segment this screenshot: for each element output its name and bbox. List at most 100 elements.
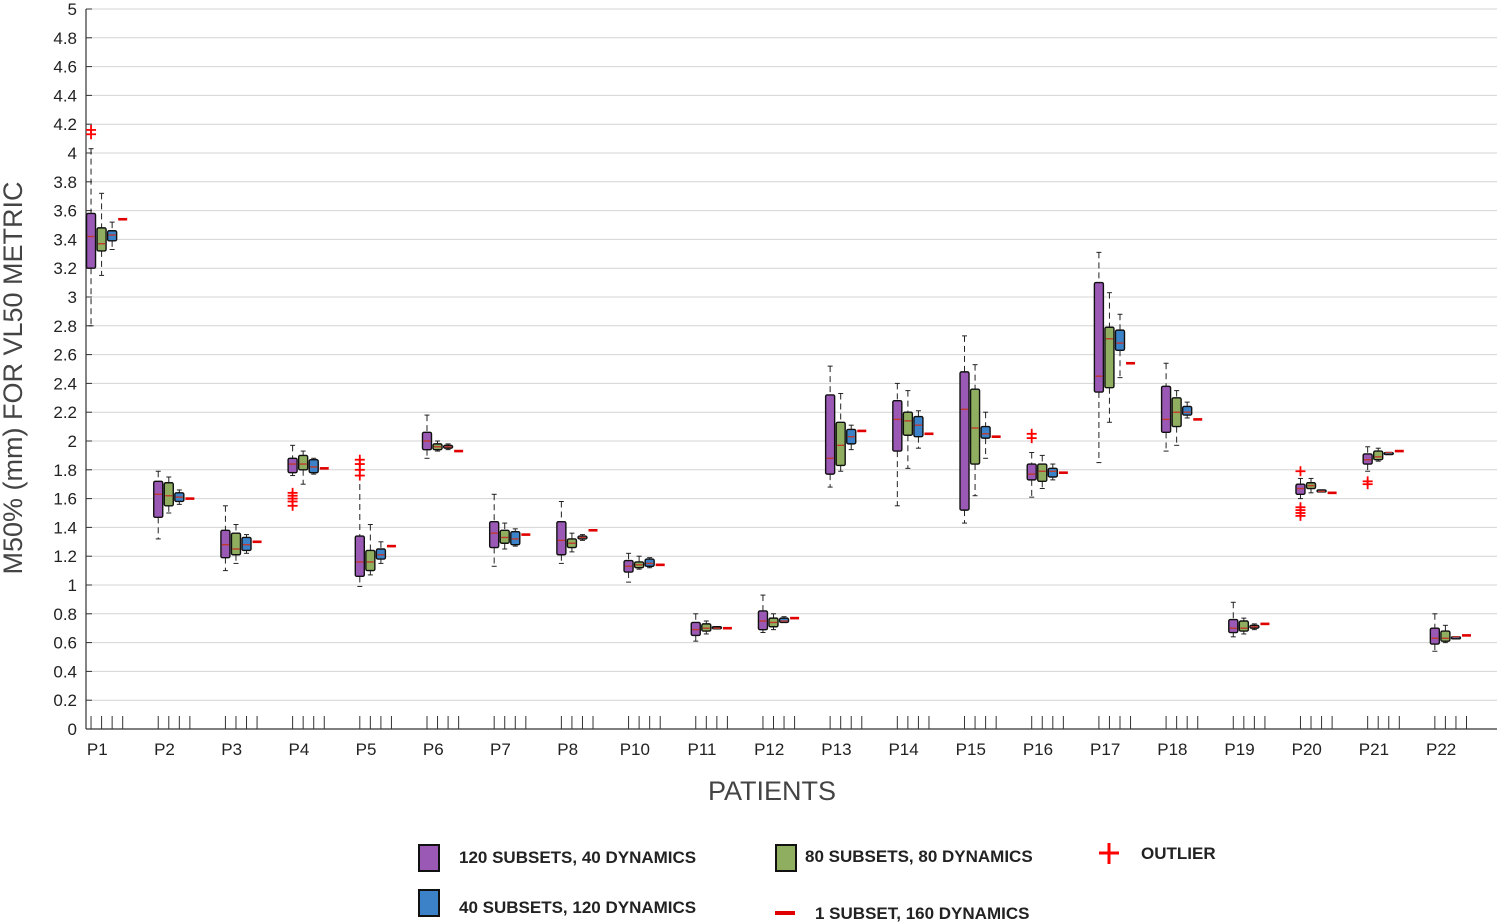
x-tick-label: P5 (356, 740, 377, 759)
box-s120-P17 (1093, 251, 1105, 464)
box-body (1114, 329, 1126, 351)
box-s40-P13 (846, 424, 857, 451)
x-tick-label: P3 (221, 740, 242, 759)
box-body (365, 549, 376, 572)
box-s80-P21 (1373, 447, 1384, 462)
y-tick-label: 0.8 (53, 605, 77, 624)
box-s120-P10 (623, 552, 634, 583)
x-tick-label: P1 (87, 740, 108, 759)
box-s80-P12 (768, 613, 779, 631)
y-tick-label: 1.8 (53, 461, 77, 480)
box-s80-P6 (432, 440, 443, 452)
y-tick-label: 4.2 (53, 115, 77, 134)
box-body (1160, 385, 1172, 434)
y-tick-label: 1.6 (53, 490, 77, 509)
box-s40-P18 (1181, 401, 1193, 419)
box-s120-P2 (153, 470, 164, 540)
box-body (892, 399, 903, 452)
box-s120-P21 (1362, 446, 1373, 490)
legend-label-s1: 1 SUBSET, 160 DYNAMICS (815, 904, 1029, 923)
box-body (835, 421, 846, 467)
x-tick-label: P14 (888, 740, 918, 759)
box-body (959, 371, 970, 511)
y-tick-label: 2 (68, 432, 77, 451)
box-s120-P12 (757, 594, 769, 634)
box-s40-P5 (375, 541, 387, 564)
box-body (1373, 450, 1384, 461)
y-axis-title: M50% (mm) FOR VL50 METRIC (0, 181, 28, 574)
box-body (1362, 453, 1373, 465)
box-s120-P1 (85, 124, 97, 327)
box-body (510, 531, 521, 546)
legend-outlier-icon (1099, 843, 1119, 864)
box-body (913, 415, 924, 438)
box-body (980, 425, 991, 439)
box-body (1093, 281, 1105, 393)
box-s120-P6 (421, 414, 433, 459)
box-s40-P3 (241, 534, 252, 554)
box-body (1181, 405, 1193, 416)
outlier-point (287, 487, 298, 498)
box-body (1037, 463, 1048, 483)
box-body (1026, 463, 1037, 481)
box-s40-P2 (174, 489, 185, 505)
box-s120-P20 (1295, 466, 1306, 521)
box-body (1238, 620, 1250, 632)
box-body (287, 457, 298, 474)
outlier-point (86, 124, 97, 135)
outlier-point (1362, 476, 1373, 487)
plot-marks (85, 124, 1471, 652)
axes (85, 9, 1497, 730)
box-s80-P2 (163, 476, 174, 514)
legend-label-s120: 120 SUBSETS, 40 DYNAMICS (459, 848, 696, 867)
box-s80-P17 (1104, 292, 1115, 423)
box-body (241, 536, 252, 552)
y-tick-label: 4.6 (53, 58, 77, 77)
box-body (902, 411, 914, 436)
box-s40-P20 (1316, 489, 1327, 493)
x-tick-label: P20 (1292, 740, 1322, 759)
box-body (354, 535, 366, 578)
legend-label-outlier: OUTLIER (1141, 844, 1216, 863)
box-body (1440, 630, 1451, 642)
y-tick-label: 0.4 (53, 662, 77, 681)
box-s80-P15 (969, 364, 981, 497)
x-tick-label: P15 (956, 740, 986, 759)
x-tick-label: P19 (1224, 740, 1254, 759)
box-body (701, 623, 712, 632)
box-body (230, 532, 242, 556)
box-body (1429, 627, 1441, 645)
box-s80-P10 (633, 555, 645, 570)
legend-swatch-s80 (775, 844, 797, 872)
box-body (969, 388, 981, 465)
y-tick-label: 4 (68, 144, 77, 163)
box-body (1295, 483, 1306, 495)
x-tick-label: P16 (1023, 740, 1053, 759)
box-s80-P7 (499, 522, 510, 550)
box-body (778, 617, 790, 624)
box-s40-P4 (308, 457, 319, 475)
y-tick-label: 3.4 (53, 230, 77, 249)
box-s80-P11 (701, 620, 712, 635)
x-tick-label: P21 (1359, 740, 1389, 759)
outlier-point (1026, 428, 1037, 439)
box-s120-P15 (959, 335, 970, 524)
box-body (1047, 467, 1059, 478)
y-tick-label: 2.4 (53, 374, 77, 393)
box-s80-P20 (1305, 477, 1317, 494)
box-s120-P3 (220, 505, 231, 572)
x-tick-label: P7 (490, 740, 511, 759)
box-s80-P19 (1238, 617, 1250, 635)
box-s80-P5 (365, 524, 376, 576)
y-tick-label: 5 (68, 0, 77, 19)
box-s120-P8 (556, 500, 567, 564)
y-tick-label: 4.8 (53, 29, 77, 48)
box-s80-P1 (96, 192, 107, 276)
y-tick-label: 2.8 (53, 317, 77, 336)
y-tick-label: 1 (68, 576, 77, 595)
box-body (106, 230, 118, 242)
box-s80-P14 (902, 390, 914, 469)
y-tick-label: 4.4 (53, 86, 77, 105)
box-s40-P19 (1249, 623, 1260, 631)
